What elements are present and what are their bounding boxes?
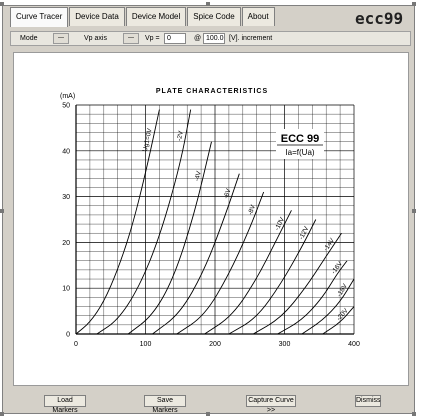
x-tick-label: 100 <box>140 341 152 348</box>
mode-toggle[interactable]: — <box>53 33 69 44</box>
vp-axis-label: Vp axis <box>84 35 107 42</box>
app-logo: ecc99 <box>355 9 404 28</box>
chart-title: PLATE CHARACTERISTICS <box>156 88 268 95</box>
increment-label: [V]. increment <box>229 35 273 42</box>
load-markers-button[interactable]: Load Markers <box>44 395 86 414</box>
curve-series <box>75 109 160 335</box>
y-tick-label: 30 <box>62 194 70 201</box>
tab-bar: Curve Tracer Device Data Device Model Sp… <box>10 7 276 27</box>
y-tick-label: 0 <box>66 332 70 339</box>
curve-series <box>301 278 355 335</box>
x-tick-label: 300 <box>279 341 291 348</box>
series-label: -4V <box>194 170 203 182</box>
x-tick-label: 200 <box>209 341 221 348</box>
capture-curve-button[interactable]: Capture Curve >> <box>246 395 296 414</box>
y-tick-label: 20 <box>62 240 70 247</box>
tab-curve-tracer[interactable]: Curve Tracer <box>10 7 69 27</box>
dismiss-button[interactable]: Dismiss <box>355 395 381 407</box>
series-label: -2V <box>176 130 185 142</box>
vp-input[interactable]: 0 <box>164 33 186 44</box>
curve-series <box>322 306 355 335</box>
tab-device-data[interactable]: Device Data <box>69 7 125 26</box>
series-label: -16V <box>330 260 344 276</box>
resize-handle-bottom-left[interactable] <box>0 412 4 416</box>
device-label-box: ECC 99 Ia=f(Ua) <box>276 129 324 159</box>
x-tick-label: 0 <box>74 341 78 348</box>
curve-series <box>176 191 265 335</box>
curve-series <box>277 260 348 335</box>
curve-series <box>127 141 212 335</box>
curve-series <box>96 109 192 335</box>
resize-handle-top-right[interactable] <box>412 2 416 6</box>
resize-handle-bottom-right[interactable] <box>412 412 416 416</box>
bottom-button-bar: Load Markers Save Markers Capture Curve … <box>10 393 411 414</box>
tab-about[interactable]: About <box>241 7 275 26</box>
series-label: -20V <box>335 307 350 322</box>
vp-axis-toggle[interactable]: — <box>123 33 139 44</box>
resize-handle-right[interactable] <box>412 209 416 213</box>
y-tick-label: 40 <box>62 148 70 155</box>
y-tick-label: 10 <box>62 286 70 293</box>
device-formula: Ia=f(Ua) <box>285 148 314 157</box>
plate-characteristics-chart: PLATE CHARACTERISTICS (mA) 0 100 200 300 400… <box>60 88 360 348</box>
chart-panel: PLATE CHARACTERISTICS (mA) 0 100 200 300 400… <box>13 52 409 386</box>
curve-series <box>253 232 342 335</box>
y-axis-unit: (mA) <box>60 93 75 100</box>
save-markers-button[interactable]: Save Markers <box>144 395 186 414</box>
resize-handle-left[interactable] <box>0 209 4 213</box>
resize-handle-bottom[interactable] <box>206 412 210 416</box>
x-tick-label: 400 <box>348 341 360 348</box>
tab-device-model[interactable]: Device Model <box>125 7 187 26</box>
resize-handle-top[interactable] <box>206 2 210 6</box>
series-label: -8V <box>247 203 257 216</box>
curve-series <box>204 210 292 335</box>
increment-input[interactable]: 100.0 <box>203 33 225 44</box>
curve-series <box>152 173 240 335</box>
curve-series <box>228 219 317 335</box>
vp-label: Vp = <box>145 35 160 42</box>
series-label: -6V <box>223 187 233 199</box>
tab-spice-code[interactable]: Spice Code <box>187 7 241 26</box>
toolbar: Mode — Vp axis — Vp = 0 @ 100.0 [V]. inc… <box>10 31 411 46</box>
y-tick-label: 50 <box>62 103 70 110</box>
at-label: @ <box>194 35 202 42</box>
series-label: Ug1=0V <box>142 127 154 152</box>
device-name: ECC 99 <box>281 133 320 145</box>
resize-handle-top-left[interactable] <box>0 2 4 6</box>
mode-label: Mode <box>20 35 38 42</box>
